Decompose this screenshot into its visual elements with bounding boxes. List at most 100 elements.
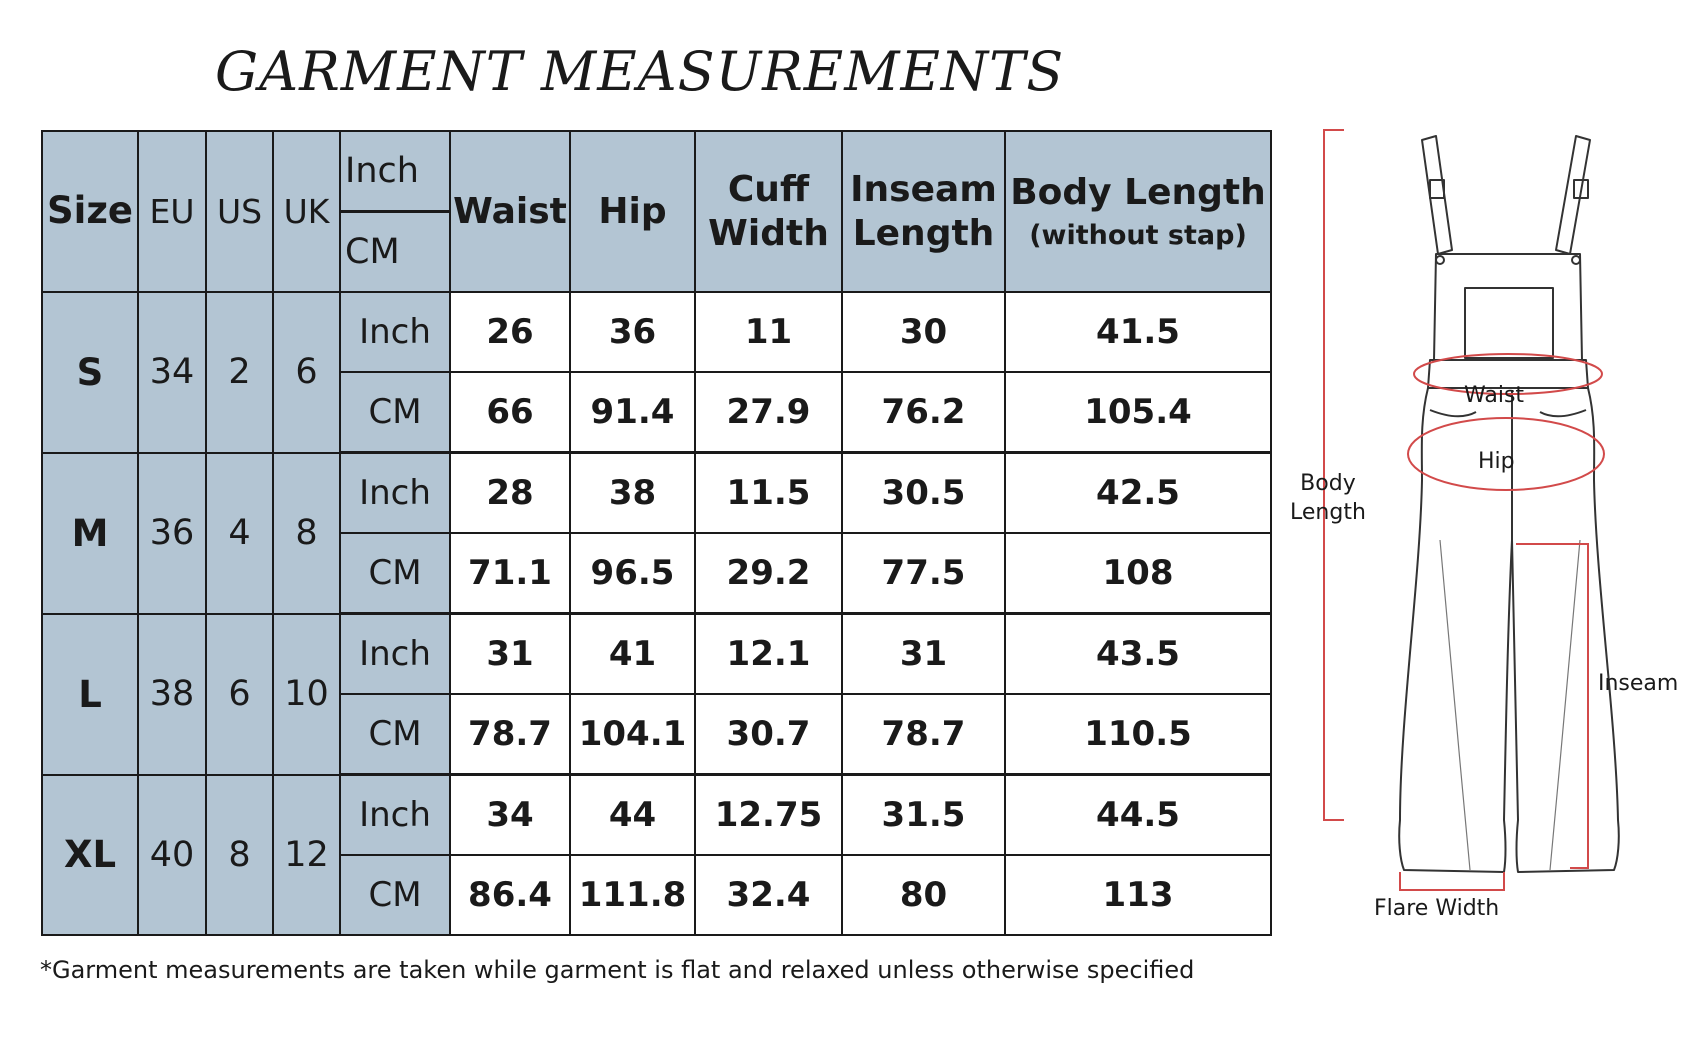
body-length-cell: 41.5 xyxy=(1004,291,1272,373)
cuff-cell: 27.9 xyxy=(694,371,843,454)
hip-cell: 104.1 xyxy=(569,693,696,776)
hip-cell: 111.8 xyxy=(569,854,696,936)
unit-cell: CM xyxy=(339,371,451,454)
us-cell: 2 xyxy=(205,291,274,454)
unit-cell: Inch xyxy=(339,773,451,856)
unit-cell: Inch xyxy=(339,612,451,695)
hip-cell: 41 xyxy=(569,612,696,695)
cuff-cell: 11.5 xyxy=(694,451,843,534)
eu-cell: 38 xyxy=(137,612,207,776)
waist-cell: 31 xyxy=(449,612,571,695)
body-length-cell: 42.5 xyxy=(1004,451,1272,534)
unit-cell: CM xyxy=(339,693,451,776)
table-row: CM 78.7 104.1 30.7 78.7 110.5 xyxy=(42,693,1272,776)
waist-cell: 66 xyxy=(449,371,571,454)
inseam-cell: 31 xyxy=(841,612,1006,695)
cuff-cell: 30.7 xyxy=(694,693,843,776)
eu-cell: 36 xyxy=(137,451,207,615)
unit-cell: Inch xyxy=(339,291,451,373)
inseam-cell: 30.5 xyxy=(841,451,1006,534)
unit-cell: CM xyxy=(339,532,451,615)
us-cell: 8 xyxy=(205,773,274,936)
table-row: M 36 4 8 Inch 28 38 11.5 30.5 42.5 xyxy=(41,451,1272,615)
hip-cell: 38 xyxy=(569,451,696,534)
waist-cell: 78.7 xyxy=(449,693,571,776)
body-length-label: Body Length xyxy=(1290,470,1366,527)
table-row: CM 71.1 96.5 29.2 77.5 108 xyxy=(42,532,1272,615)
header-hip: Hip xyxy=(569,130,696,293)
waist-cell: 26 xyxy=(449,291,571,373)
header-cuff-line2: Width xyxy=(708,212,829,254)
header-inseam-line2: Length xyxy=(852,212,995,254)
body-length-cell: 44.5 xyxy=(1004,773,1272,856)
header-waist: Waist xyxy=(449,130,571,293)
header-inseam-length: Inseam Length xyxy=(841,130,1006,293)
size-cell: XL xyxy=(41,773,139,936)
table-row: S 34 2 6 Inch 26 36 11 30 41.5 xyxy=(41,291,1272,454)
header-body-line1: Body Length xyxy=(1010,171,1266,213)
header-unit: Inch CM xyxy=(339,130,451,293)
body-length-cell: 110.5 xyxy=(1004,693,1272,776)
measure-lines xyxy=(1323,129,1605,891)
header-us: US xyxy=(205,130,274,293)
inseam-cell: 30 xyxy=(841,291,1006,373)
body-length-cell: 113 xyxy=(1004,854,1272,936)
inseam-label: Inseam xyxy=(1598,671,1679,696)
size-chart-table: Size EU US UK Inch CM Waist Hip Cuff Wid… xyxy=(41,130,1272,936)
table-row: XL 40 8 12 Inch 34 44 12.75 31.5 44.5 xyxy=(41,773,1272,936)
table-row: CM 86.4 111.8 32.4 80 113 xyxy=(42,854,1272,936)
overalls-drawing xyxy=(1398,135,1620,873)
waist-cell: 34 xyxy=(449,773,571,856)
cuff-cell: 29.2 xyxy=(694,532,843,615)
inseam-cell: 80 xyxy=(841,854,1006,936)
uk-cell: 10 xyxy=(272,612,341,776)
cuff-cell: 12.1 xyxy=(694,612,843,695)
hip-label: Hip xyxy=(1478,449,1515,474)
body-length-cell: 108 xyxy=(1004,532,1272,615)
cuff-cell: 12.75 xyxy=(694,773,843,856)
body-length-label-line2: Length xyxy=(1290,499,1366,525)
overalls-illustration xyxy=(1323,129,1620,891)
waist-label: Waist xyxy=(1464,383,1525,408)
page-title: GARMENT MEASUREMENTS xyxy=(215,40,1065,103)
uk-cell: 6 xyxy=(272,291,341,454)
header-unit-inch: Inch xyxy=(345,151,419,191)
inseam-cell: 77.5 xyxy=(841,532,1006,615)
uk-cell: 12 xyxy=(272,773,341,936)
header-size: Size xyxy=(41,130,139,293)
unit-cell: Inch xyxy=(339,451,451,534)
table-row: L 38 6 10 Inch 31 41 12.1 31 43.5 xyxy=(41,612,1272,776)
body-length-cell: 43.5 xyxy=(1004,612,1272,695)
inseam-cell: 76.2 xyxy=(841,371,1006,454)
overalls-diagram: Body Length Waist Hip Inseam Flare Width xyxy=(1280,120,1700,954)
waist-cell: 28 xyxy=(449,451,571,534)
us-cell: 6 xyxy=(205,612,274,776)
header-inseam-line1: Inseam xyxy=(850,169,997,211)
cuff-cell: 11 xyxy=(694,291,843,373)
table-row: CM 66 91.4 27.9 76.2 105.4 xyxy=(42,371,1272,454)
hip-cell: 44 xyxy=(569,773,696,856)
header-uk: UK xyxy=(272,130,341,293)
eu-cell: 40 xyxy=(137,773,207,936)
header-cuff-width: Cuff Width xyxy=(694,130,843,293)
waist-cell: 86.4 xyxy=(449,854,571,936)
footnote: *Garment measurements are taken while ga… xyxy=(40,956,1195,984)
hip-cell: 36 xyxy=(569,291,696,373)
hip-cell: 91.4 xyxy=(569,371,696,454)
cuff-cell: 32.4 xyxy=(694,854,843,936)
us-cell: 4 xyxy=(205,451,274,615)
uk-cell: 8 xyxy=(272,451,341,615)
header-unit-cm: CM xyxy=(342,210,448,290)
body-length-cell: 105.4 xyxy=(1004,371,1272,454)
size-cell: L xyxy=(41,612,139,776)
header-cuff-line1: Cuff xyxy=(727,169,810,211)
size-cell: S xyxy=(41,291,139,454)
waist-cell: 71.1 xyxy=(449,532,571,615)
body-length-label-line1: Body xyxy=(1300,471,1356,496)
hip-cell: 96.5 xyxy=(569,532,696,615)
header-row: Size EU US UK Inch CM Waist Hip Cuff Wid… xyxy=(41,130,1272,293)
header-body-length: Body Length (without stap) xyxy=(1004,130,1272,293)
header-eu: EU xyxy=(137,130,207,293)
size-cell: M xyxy=(41,451,139,615)
eu-cell: 34 xyxy=(137,291,207,454)
